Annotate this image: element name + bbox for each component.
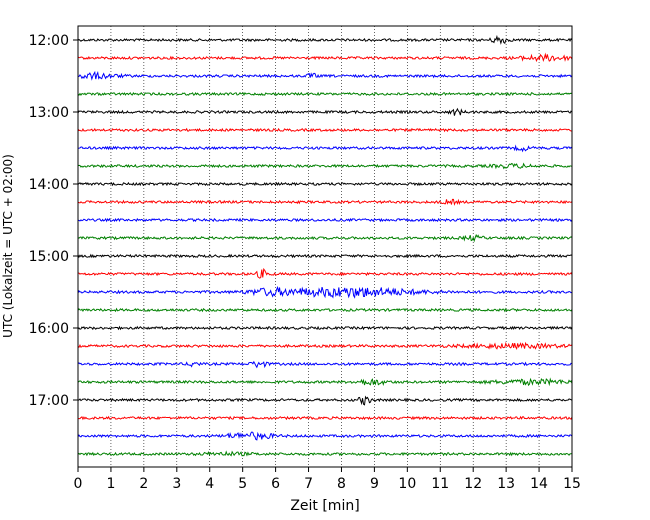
x-axis-label: Zeit [min] [290, 498, 359, 514]
trace-1230 [77, 70, 573, 81]
x-tick-label: 5 [238, 476, 247, 492]
x-tick-label: 4 [205, 476, 214, 492]
y-tick-label: 16:00 [29, 321, 69, 337]
trace-1600 [77, 325, 573, 331]
x-tick-label: 3 [172, 476, 181, 492]
y-tick-label: 13:00 [29, 105, 69, 121]
x-tick-label: 11 [431, 476, 449, 492]
trace-1215 [77, 52, 573, 63]
trace-1445 [77, 233, 573, 243]
x-tick-label: 15 [563, 476, 581, 492]
trace-1245 [77, 91, 573, 97]
trace-1645 [77, 377, 573, 387]
trace-1300 [77, 107, 573, 116]
trace-1430 [77, 217, 573, 223]
trace-1415 [77, 198, 573, 206]
x-tick-label: 12 [464, 476, 482, 492]
trace-1200 [77, 34, 573, 45]
y-tick-label: 14:00 [29, 177, 69, 193]
y-axis-ticks: 12:00 13:00 14:00 15:00 16:00 17:00 [29, 33, 78, 409]
seismogram-traces [77, 34, 573, 457]
x-tick-label: 6 [271, 476, 280, 492]
trace-1345 [77, 162, 573, 170]
trace-1515 [77, 267, 573, 279]
x-tick-label: 10 [398, 476, 416, 492]
x-tick-label: 7 [304, 476, 313, 492]
x-tick-label: 8 [337, 476, 346, 492]
x-tick-label: 0 [74, 476, 83, 492]
trace-1330 [77, 144, 573, 153]
trace-1700 [77, 395, 573, 406]
trace-1745 [77, 450, 573, 457]
x-tick-label: 1 [106, 476, 115, 492]
trace-1400 [77, 181, 573, 187]
trace-1730 [77, 431, 573, 441]
x-tick-label: 2 [139, 476, 148, 492]
x-tick-label: 14 [530, 476, 548, 492]
y-tick-label: 12:00 [29, 33, 69, 49]
x-tick-label: 13 [497, 476, 515, 492]
trace-1500 [77, 253, 573, 259]
trace-1545 [77, 307, 573, 313]
y-tick-label: 17:00 [29, 393, 69, 409]
x-axis-ticks: 0 1 2 3 4 5 6 7 8 9 10 11 12 13 14 15 [74, 467, 581, 492]
trace-1715 [77, 415, 573, 421]
trace-1630 [77, 360, 573, 369]
y-tick-label: 15:00 [29, 249, 69, 265]
trace-1530 [77, 285, 573, 299]
trace-1315 [77, 127, 573, 133]
y-axis-label: UTC (Lokalzeit = UTC + 02:00) [1, 154, 15, 338]
plot-frame [77, 25, 573, 468]
x-tick-label: 9 [370, 476, 379, 492]
trace-1615 [77, 341, 573, 351]
